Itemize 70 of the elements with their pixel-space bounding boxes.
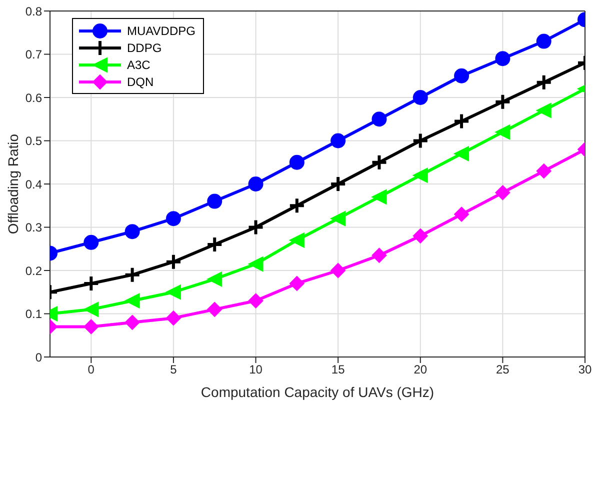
point (495, 124, 510, 140)
y-tick-label: 0 (35, 350, 42, 364)
point (372, 248, 387, 263)
x-tick-label: 30 (578, 362, 592, 377)
point (207, 302, 222, 317)
point (166, 211, 181, 226)
y-tick-label: 0.6 (25, 90, 42, 105)
x-tick-label: 10 (249, 362, 263, 377)
y-tick-label: 0.2 (25, 264, 42, 278)
point (372, 112, 387, 127)
legend-label: DDPG (127, 40, 162, 54)
legend-label: DQN (127, 74, 154, 88)
legend-label: MUAVDDPG (127, 24, 196, 38)
point (372, 189, 387, 204)
point (84, 319, 99, 334)
y-tick-label: 0.7 (25, 48, 42, 62)
point (124, 224, 140, 240)
point (207, 194, 222, 209)
x-tick-label: 5 (170, 362, 178, 377)
point (289, 154, 304, 170)
y-tick-label: 0.5 (25, 134, 42, 148)
point (370, 154, 388, 171)
point (412, 228, 428, 244)
y-axis-title: Offloading Ratio (4, 134, 21, 234)
legend-label: A3C (127, 58, 150, 72)
point (206, 236, 224, 254)
point (494, 93, 512, 110)
x-tick-label: 0 (88, 362, 95, 377)
point (454, 206, 470, 222)
point (454, 146, 470, 162)
point (248, 176, 264, 192)
point (164, 253, 182, 270)
point (82, 274, 100, 292)
point (453, 112, 470, 130)
point (330, 263, 346, 278)
point (166, 284, 181, 300)
point (536, 164, 552, 179)
y-tick-label: 0.3 (25, 220, 42, 235)
point (412, 132, 429, 150)
point (330, 211, 346, 226)
point (248, 293, 264, 308)
x-tick-label: 15 (331, 362, 346, 377)
point (289, 232, 304, 248)
x-axis-title: Computation Capacity of UAVs (GHz) (200, 384, 434, 400)
y-tick-label: 0.1 (25, 307, 42, 322)
point (535, 74, 552, 91)
point (124, 293, 140, 308)
point (495, 185, 510, 200)
point (495, 51, 510, 66)
point (412, 168, 428, 183)
point (330, 133, 346, 148)
point (412, 90, 428, 105)
point (248, 256, 264, 272)
x-tick-label: 25 (496, 362, 510, 377)
point (330, 176, 347, 192)
point (207, 272, 222, 287)
point (247, 218, 264, 236)
y-tick-label: 0.8 (25, 4, 42, 18)
point (536, 34, 552, 49)
point (166, 310, 181, 326)
point (454, 68, 470, 84)
y-tick-label: 0.4 (25, 177, 42, 192)
point (289, 276, 304, 291)
point (84, 302, 99, 317)
x-tick-label: 20 (414, 362, 428, 377)
point (536, 102, 552, 118)
point (124, 314, 140, 330)
point (84, 234, 99, 250)
point (288, 197, 306, 214)
point (124, 266, 141, 284)
